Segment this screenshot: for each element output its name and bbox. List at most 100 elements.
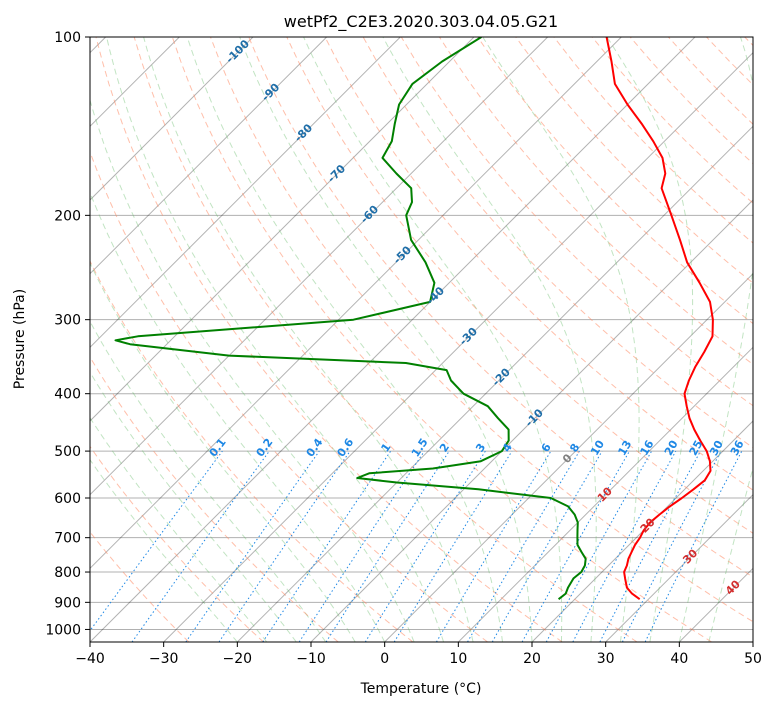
moist-adiabat-line [90,261,356,642]
isotherm [384,272,753,642]
dry-adiabat-line [286,37,753,534]
x-tick-label: −20 [223,651,253,667]
isotherm [90,37,254,201]
moist-adiabat-line [90,98,415,642]
dry-adiabat-line [515,37,753,284]
y-tick-label: 500 [54,444,81,460]
dry-adiabat-label: -50 [391,243,414,266]
mixing-ratio-label: 1 [379,441,394,455]
y-axis-title: Pressure (hPa) [12,289,28,389]
isotherm [752,641,753,642]
x-axis-title: Temperature (°C) [360,681,482,697]
x-tick-label: 30 [597,651,615,667]
mixing-ratio-label: 16 [638,438,657,458]
x-tick-label: 40 [670,651,688,667]
mixing-ratio-label: 13 [615,438,634,458]
dry-adiabat-line [90,259,414,642]
dewpoint-line [114,37,587,600]
dry-adiabat-line [248,37,753,578]
chart-title: wetPf2_C2E3.2020.303.04.05.G21 [284,12,558,32]
dry-adiabat-line [668,37,753,125]
moist-adiabat-line [239,37,533,642]
moist-adiabat-line [482,37,640,642]
isotherm [90,37,696,642]
dry-adiabat-line [553,37,753,244]
mixing-ratio-line [545,450,653,642]
moist-adiabat-line [106,37,445,642]
isotherm [236,125,753,642]
moist-adiabat-line [186,37,503,642]
isotherm [605,493,753,642]
mixing-ratio-label: 8 [567,441,582,454]
mixing-ratio-line [218,450,351,642]
dry-adiabat-label: -80 [292,121,315,144]
dry-adiabat-line [95,37,563,642]
mixing-ratio-line [572,450,677,642]
x-tick-label: 50 [744,651,762,667]
plot-area: 0.1 0.2 0.4 0.6 1 1.5 2 3 4 6 8 10 13 16 20 25 30 36-100-… [90,37,753,642]
dry-adiabat-line [591,37,753,204]
plot-frame [89,36,754,643]
isotherms [90,37,753,642]
mixing-ratio-label: 0.6 [334,436,356,460]
mixing-ratio-label: 1.5 [409,436,431,459]
mixing-ratio-line [131,450,270,642]
moist-adiabat-line [143,37,474,642]
isotherm [457,346,753,642]
moist-adiabat-line [606,37,694,642]
moist-adiabat-line [90,371,297,642]
y-axis-ticks: 100 200 300 400 500 600 700 800 900 1000 [45,30,90,638]
x-tick-label: 10 [449,651,467,667]
y-tick-label: 300 [54,313,81,329]
dry-adiabat-line [90,531,190,642]
mixing-ratio-label: 0.2 [254,436,276,459]
y-tick-label: 200 [54,208,81,224]
isotherm [90,37,328,275]
y-tick-label: 100 [54,30,81,46]
moist-adiabat-line [678,37,753,642]
mixing-ratio-label: 2 [437,441,452,455]
mixing-ratio-line [467,450,580,642]
isotherm [90,37,401,349]
dry-adiabats [90,37,753,642]
moist-adiabat-line [90,416,268,642]
mixing-ratio-label: 6 [539,441,554,455]
x-tick-label: 0 [380,651,389,667]
y-tick-label: 400 [54,387,81,403]
isopleth-labels: 0.1 0.2 0.4 0.6 1 1.5 2 3 4 6 8 10 13 16 20 25 30 36-100-… [207,37,747,598]
moist-adiabat-line [90,458,238,642]
x-tick-label: 20 [523,651,541,667]
dry-adiabat-line [706,37,753,86]
mixing-ratio-line [644,450,743,642]
x-tick-label: −40 [75,651,105,667]
mixing-ratio-label: 3 [473,441,488,454]
dry-adiabat-label: 10 [595,484,615,504]
y-tick-label: 800 [54,565,81,581]
x-tick-label: −30 [149,651,179,667]
x-axis-ticks: −40 −30 −20 −10 0 10 20 30 40 50 [75,642,762,667]
mixing-ratio-line [364,450,486,642]
mixing-ratio-label: 25 [687,438,706,458]
dry-adiabat-label: 40 [723,577,743,597]
mixing-ratio-line [393,450,513,642]
mixing-ratio-line [599,450,701,642]
dry-adiabat-line [324,37,753,491]
isotherm [90,37,475,422]
moist-adiabat-line [382,37,597,642]
x-tick-label: −10 [296,651,326,667]
moist-adiabat-line [303,37,563,642]
dry-adiabat-line [744,37,753,47]
mixing-ratio-line [185,450,320,642]
mixing-ratio-line [325,450,450,642]
dry-adiabat-line [133,37,638,642]
isotherm [90,37,622,570]
isotherm [90,37,549,496]
moist-adiabat-line [90,191,386,642]
mixing-ratio-line [262,450,392,642]
dry-adiabat-line [90,445,264,642]
mixing-ratio-label: 36 [728,438,747,458]
mixing-ratio-label: 0.1 [207,436,229,459]
dry-adiabat-line [171,37,712,642]
y-tick-label: 700 [54,531,81,547]
y-tick-label: 600 [54,491,81,507]
